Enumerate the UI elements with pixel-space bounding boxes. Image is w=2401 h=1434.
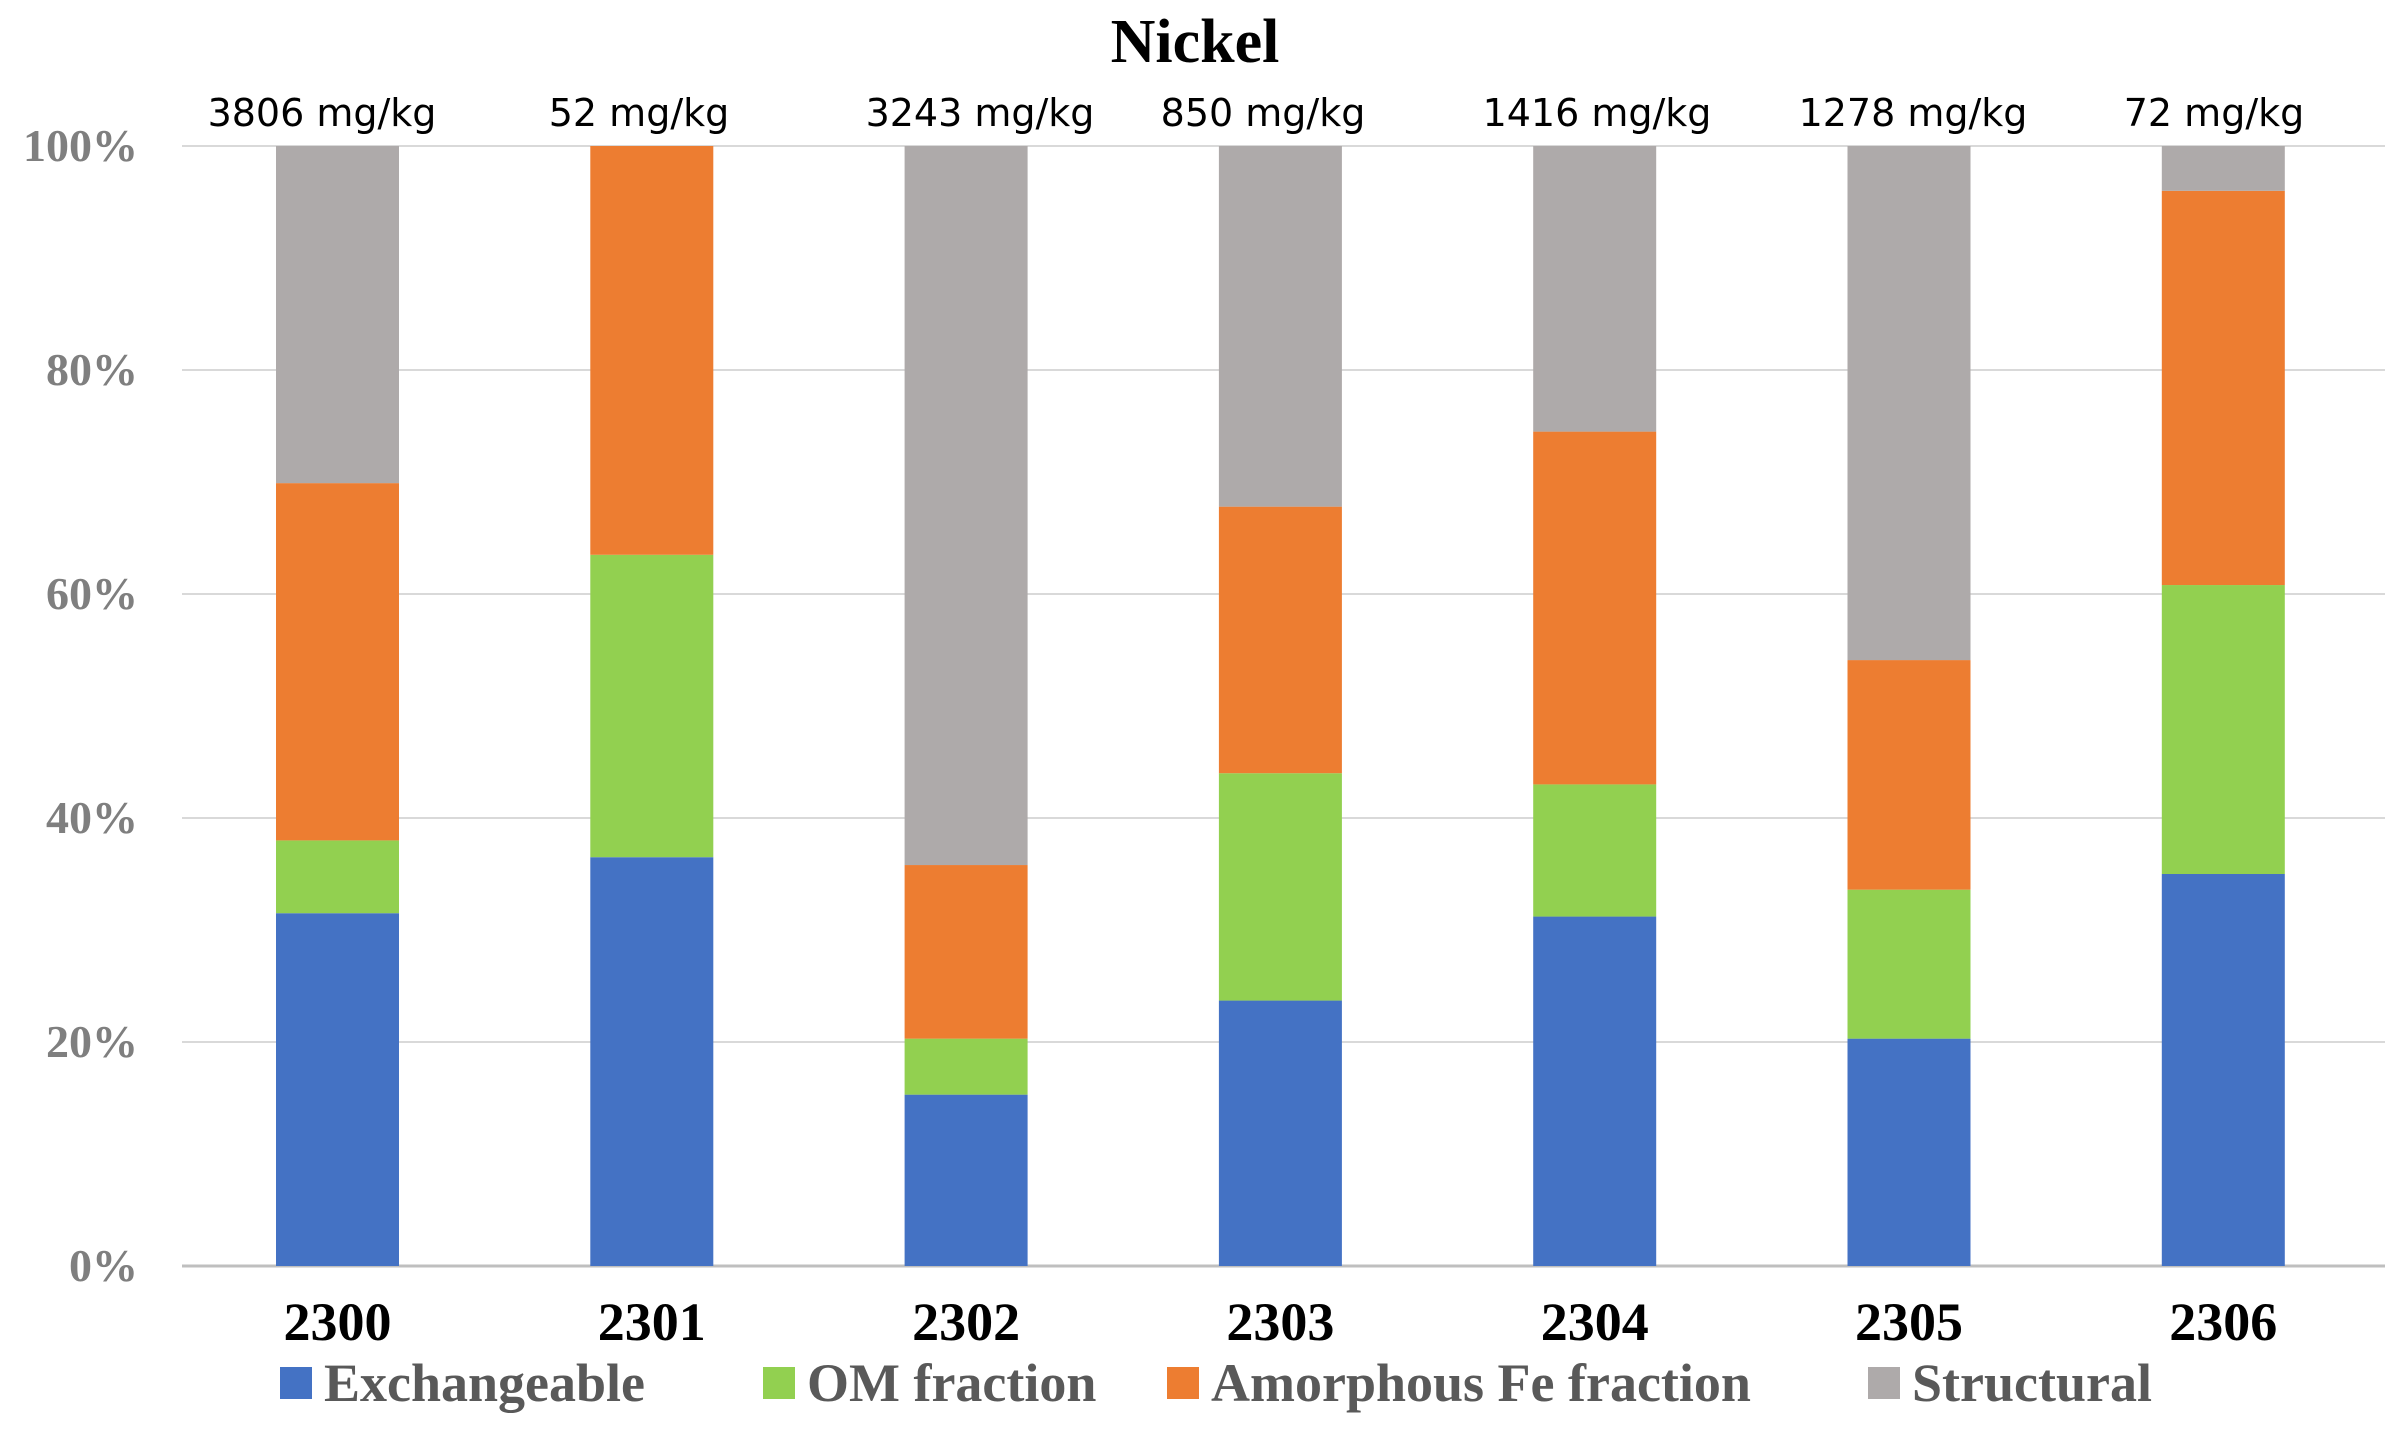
concentration-label: 1278 mg/kg	[1799, 91, 2028, 135]
concentration-label: 1416 mg/kg	[1483, 91, 1712, 135]
x-tick-label: 2302	[912, 1292, 1020, 1352]
legend: Exchangeable OM fraction Amorphous Fe frac…	[280, 1353, 2152, 1413]
concentration-label: 3806 mg/kg	[208, 91, 437, 135]
legend-label-om-fraction: OM fraction	[807, 1353, 1096, 1413]
bar-segment-exchangeable-2303	[1218, 1000, 1342, 1266]
bar-segment-structural-2304	[1533, 146, 1657, 432]
concentration-labels: 3806 mg/kg 52 mg/kg 3243 mg/kg 850 mg/kg 141…	[208, 91, 2305, 135]
concentration-label: 72 mg/kg	[2124, 91, 2305, 135]
y-tick-label: 40%	[46, 792, 138, 843]
legend-swatch-amorphous-fe-fraction	[1167, 1367, 1199, 1399]
bar-segment-om-fraction-2305	[1847, 889, 1971, 1039]
concentration-label: 52 mg/kg	[549, 91, 730, 135]
bar-segment-amorphous-fe-fraction-2302	[904, 865, 1028, 1039]
x-axis: 2300 2301 2302 2303 2304 2305 2306	[284, 1292, 2278, 1352]
bars	[276, 146, 2285, 1266]
bar-segment-om-fraction-2300	[276, 840, 399, 914]
bar-segment-om-fraction-2301	[590, 554, 714, 858]
bar-segment-om-fraction-2304	[1533, 784, 1657, 917]
legend-label-exchangeable: Exchangeable	[324, 1353, 645, 1413]
x-tick-label: 2306	[2169, 1292, 2277, 1352]
bar-segment-amorphous-fe-fraction-2300	[276, 483, 399, 841]
y-tick-label: 60%	[46, 568, 138, 619]
x-tick-label: 2304	[1541, 1292, 1649, 1352]
legend-label-structural: Structural	[1912, 1353, 2152, 1413]
bar-segment-amorphous-fe-fraction-2306	[2161, 190, 2285, 586]
legend-label-amorphous-fe-fraction: Amorphous Fe fraction	[1211, 1353, 1751, 1413]
bar-segment-amorphous-fe-fraction-2305	[1847, 660, 1971, 890]
legend-swatch-om-fraction	[763, 1367, 795, 1399]
bar-segment-amorphous-fe-fraction-2304	[1533, 431, 1657, 785]
y-tick-label: 80%	[46, 344, 138, 395]
x-tick-label: 2300	[284, 1292, 392, 1352]
y-tick-label: 0%	[69, 1240, 138, 1291]
bar-segment-exchangeable-2305	[1847, 1038, 1971, 1266]
bar-segment-exchangeable-2300	[276, 913, 399, 1266]
y-tick-label: 100%	[23, 120, 138, 171]
legend-swatch-exchangeable	[280, 1367, 312, 1399]
bar-segment-exchangeable-2304	[1533, 916, 1657, 1266]
bar-segment-om-fraction-2303	[1218, 773, 1342, 1001]
x-tick-label: 2301	[598, 1292, 706, 1352]
y-axis: 0% 20% 40% 60% 80% 100%	[23, 120, 138, 1291]
bar-segment-exchangeable-2306	[2161, 874, 2285, 1266]
bar-segment-amorphous-fe-fraction-2303	[1218, 506, 1342, 774]
bar-segment-structural-2300	[276, 146, 399, 484]
x-tick-label: 2303	[1226, 1292, 1334, 1352]
bar-segment-structural-2303	[1218, 146, 1342, 507]
legend-swatch-structural	[1868, 1367, 1900, 1399]
x-tick-label: 2305	[1855, 1292, 1963, 1352]
concentration-label: 850 mg/kg	[1161, 91, 1366, 135]
bar-segment-om-fraction-2302	[904, 1038, 1028, 1095]
bar-segment-amorphous-fe-fraction-2301	[590, 146, 714, 555]
bar-segment-exchangeable-2301	[590, 857, 714, 1266]
concentration-label: 3243 mg/kg	[866, 91, 1095, 135]
bar-segment-structural-2305	[1847, 146, 1971, 661]
bar-segment-structural-2306	[2161, 146, 2285, 191]
bar-segment-exchangeable-2302	[904, 1094, 1028, 1266]
bar-segment-structural-2302	[904, 146, 1028, 866]
bar-segment-om-fraction-2306	[2161, 585, 2285, 874]
chart-title: Nickel	[1111, 8, 1280, 76]
y-tick-label: 20%	[46, 1016, 138, 1067]
